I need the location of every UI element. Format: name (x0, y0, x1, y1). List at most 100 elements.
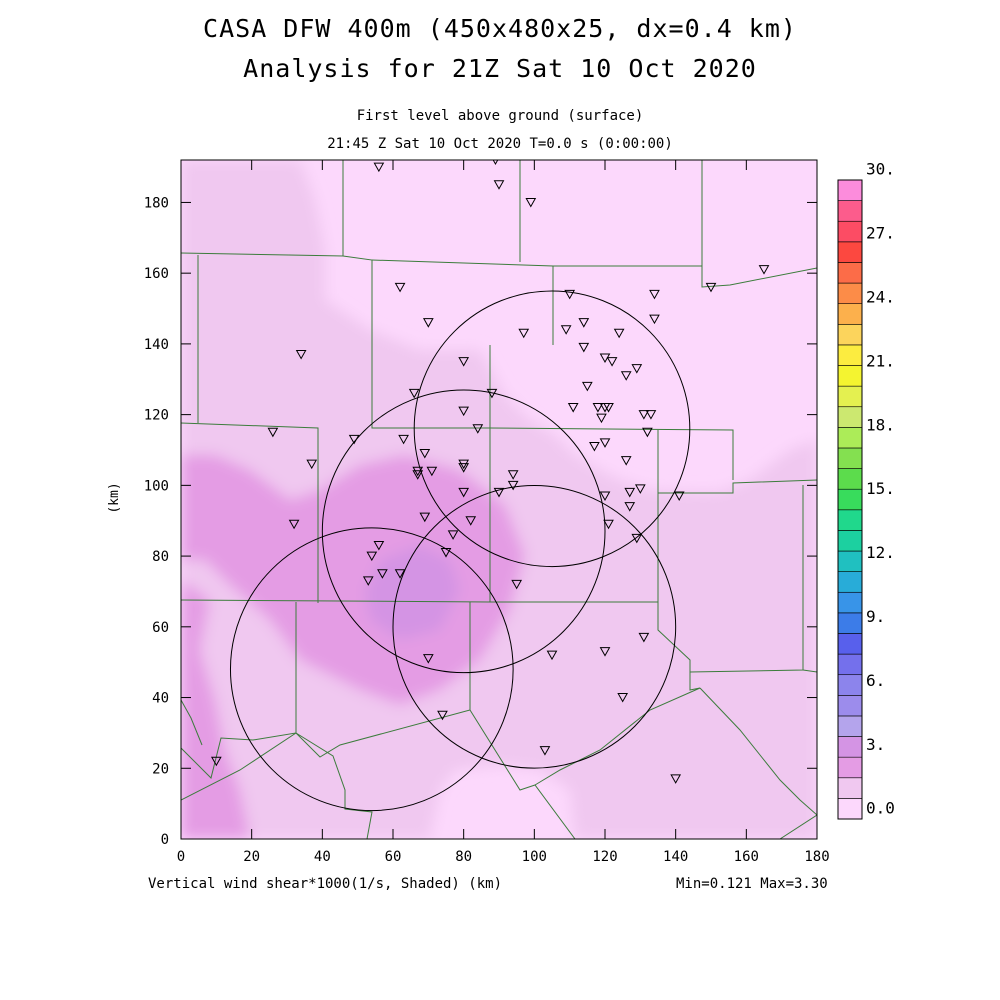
colorbar-segment (837, 323, 863, 346)
colorbar-segment (837, 571, 863, 593)
station-marker (422, 318, 434, 328)
radar-ring-3 (392, 484, 677, 769)
colorbar-segment (837, 756, 863, 779)
station-marker (511, 579, 523, 590)
station-marker (638, 410, 650, 420)
station-marker (394, 282, 406, 293)
colorbar-segment (837, 303, 863, 325)
plot-frame (180, 159, 818, 840)
colorbar-segment (837, 468, 863, 490)
station-marker (581, 381, 593, 392)
station-marker (589, 441, 600, 452)
y-tick-label: 120 (144, 408, 169, 424)
x-tick-label: 40 (314, 849, 331, 865)
station-marker (624, 487, 636, 498)
colorbar-segment (837, 612, 863, 634)
x-tick-label: 120 (592, 849, 617, 865)
y-tick-label: 60 (152, 620, 169, 636)
colorbar-segment (837, 427, 863, 449)
station-marker (599, 491, 611, 501)
colorbar-label: 0.0 (866, 799, 895, 818)
colorbar-segment (837, 633, 863, 655)
colorbar-segment (837, 406, 863, 428)
shear-level-2-region (181, 455, 525, 839)
station-marker (638, 632, 650, 643)
station-marker (486, 388, 498, 399)
station-marker (620, 371, 632, 381)
county-boundaries (181, 160, 817, 839)
radar-ring-4 (229, 527, 514, 812)
colorbar-segment (837, 736, 863, 758)
station-marker (458, 406, 470, 417)
station-marker (539, 746, 551, 756)
station-marker (631, 533, 643, 544)
station-marker (493, 487, 505, 498)
station-marker (758, 265, 770, 275)
station-marker (472, 424, 484, 434)
shear-field (181, 160, 817, 839)
colorbar-segment (837, 200, 863, 222)
x-tick-label: 180 (804, 849, 829, 865)
station-marker (578, 342, 590, 353)
station-marker (564, 289, 576, 300)
station-marker (447, 530, 459, 540)
colorbar-segment (837, 715, 863, 737)
station-marker (599, 353, 611, 364)
colorbar-segment (837, 385, 863, 408)
station-marker (634, 484, 646, 494)
station-marker (642, 427, 653, 438)
station-marker (373, 162, 385, 173)
station-marker (422, 654, 434, 664)
station-marker (673, 491, 685, 501)
y-tick-label: 40 (152, 691, 169, 707)
station-marker (408, 388, 420, 399)
station-marker (458, 487, 470, 498)
shear-level-3-region (365, 545, 460, 640)
radar-ring-1 (413, 290, 691, 568)
station-marker (426, 466, 438, 477)
colorbar-segment (837, 530, 863, 552)
station-marker (267, 427, 279, 438)
station-marker (606, 357, 618, 367)
station-marker (412, 470, 424, 480)
station-marker (617, 693, 629, 703)
colorbar-segment (837, 509, 863, 531)
station-marker (645, 410, 657, 420)
x-tick-label: 100 (522, 849, 547, 865)
colorbar-segment (837, 220, 863, 243)
station-marker (295, 350, 307, 360)
colorbar-label: 27. (866, 224, 895, 243)
station-marker (525, 197, 537, 208)
colorbar-label: 3. (866, 735, 885, 754)
colorbar-segment (837, 777, 863, 799)
radar-range-rings (229, 290, 691, 812)
station-marker (546, 650, 558, 661)
station-marker (705, 282, 717, 293)
x-tick-label: 60 (385, 849, 402, 865)
station-markers (210, 160, 770, 784)
station-marker (507, 470, 519, 480)
x-tick-label: 0 (177, 849, 185, 865)
station-marker (578, 318, 590, 328)
station-marker (596, 413, 607, 424)
colorbar-segment (837, 262, 863, 284)
station-marker (624, 502, 636, 512)
station-marker (398, 434, 409, 445)
station-marker (670, 774, 682, 784)
colorbar-label: 9. (866, 607, 885, 626)
station-marker (419, 449, 431, 459)
colorbar-label: 30. (866, 160, 895, 179)
station-marker (362, 576, 374, 586)
x-tick-label: 160 (734, 849, 759, 865)
colorbar-segment (837, 674, 863, 696)
station-marker (465, 516, 477, 526)
colorbar-segment (837, 447, 863, 469)
station-marker (620, 456, 632, 466)
colorbar-label: 6. (866, 671, 885, 690)
y-tick-label: 100 (144, 478, 169, 494)
station-marker (210, 756, 222, 767)
axis-tick-labels: 0 20 40 60 80 100 120 140 160 180 0 20 40 60 80 100 120 1… (144, 195, 830, 865)
axis-ticks (180, 160, 818, 840)
station-marker (613, 328, 625, 339)
